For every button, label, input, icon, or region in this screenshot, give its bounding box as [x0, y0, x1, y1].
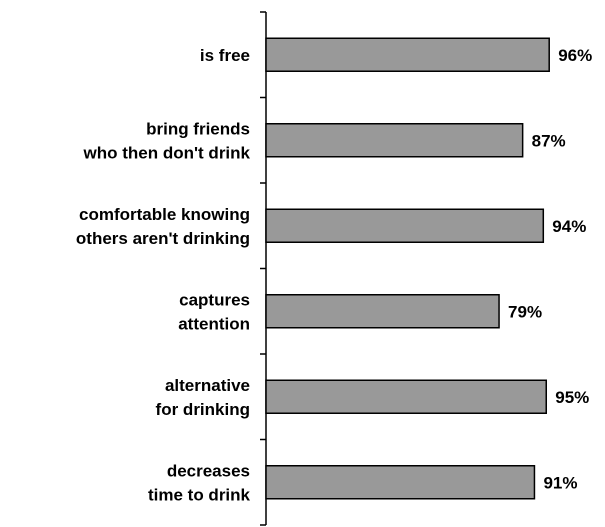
- category-label-line: who then don't drink: [83, 143, 251, 162]
- category-label-line: for drinking: [156, 400, 250, 419]
- bar: [265, 294, 500, 329]
- bar: [265, 37, 550, 72]
- bar: [265, 208, 545, 243]
- data-label: 94%: [552, 217, 586, 236]
- category-label-line: time to drink: [148, 485, 251, 504]
- bars-group: [265, 37, 550, 500]
- category-label: decreases time to drink: [148, 461, 251, 504]
- axis-group: [260, 11, 267, 526]
- category-label: bring friends who then don't drink: [83, 119, 251, 162]
- category-label-line: decreases: [167, 461, 250, 480]
- data-label: 91%: [543, 473, 577, 492]
- category-label-line: attention: [178, 314, 250, 333]
- category-label-line: others aren't drinking: [76, 229, 250, 248]
- category-label-line: comfortable knowing: [79, 205, 250, 224]
- category-label-line: captures: [179, 290, 250, 309]
- data-label: 96%: [558, 46, 592, 65]
- bar: [265, 465, 536, 500]
- data-label: 87%: [532, 131, 566, 150]
- bar: [265, 123, 524, 158]
- category-labels-group: is free bring friends who then don't drink…: [76, 46, 251, 505]
- data-label: 95%: [555, 388, 589, 407]
- value-labels-group: 96% 87% 94% 79% 95% 91%: [508, 46, 592, 493]
- category-label: alternative for drinking: [156, 376, 250, 419]
- category-label-line: is free: [200, 46, 250, 65]
- category-label-line: bring friends: [146, 119, 250, 138]
- category-label: captures attention: [178, 290, 250, 333]
- category-label: comfortable knowing others aren't drinkin…: [76, 205, 250, 248]
- category-label-line: alternative: [165, 376, 250, 395]
- category-label: is free: [200, 46, 250, 65]
- bar: [265, 379, 547, 414]
- data-label: 79%: [508, 302, 542, 321]
